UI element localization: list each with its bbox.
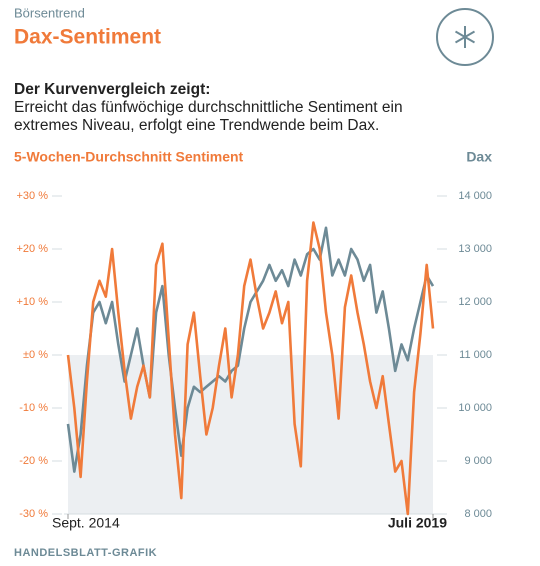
y-tick-label: +10 % [17, 296, 49, 308]
y-tick-label: +20 % [17, 243, 49, 255]
y2-tick-label: 9 000 [464, 455, 492, 467]
x-tick-label: Sept. 2014 [52, 515, 120, 531]
y-tick-label: ±0 % [23, 349, 48, 361]
series-line [66, 226, 435, 473]
description-line: extremes Niveau, erfolgt eine Trendwende… [14, 117, 379, 134]
kicker: Börsentrend [14, 5, 85, 20]
y2-tick-label: 14 000 [458, 190, 492, 202]
y-tick-label: +30 % [17, 190, 49, 202]
y2-tick-label: 11 000 [459, 349, 492, 361]
legend-entry: 5-Wochen-Durchschnitt Sentiment [14, 149, 244, 165]
y-tick-label: -30 % [19, 508, 48, 520]
description-line: Erreicht das fünfwöchige durchschnittlic… [14, 99, 403, 116]
legend-entry: Dax [466, 149, 492, 165]
x-tick-label: Juli 2019 [388, 515, 447, 531]
chart-title: Dax-Sentiment [14, 26, 161, 49]
series-line [66, 221, 435, 516]
description-heading: Der Kurvenvergleich zeigt: [14, 81, 210, 98]
y2-tick-label: 10 000 [458, 402, 492, 414]
y2-tick-label: 13 000 [458, 243, 492, 255]
y-tick-label: -10 % [19, 402, 48, 414]
y-tick-label: -20 % [19, 455, 48, 467]
y2-tick-label: 8 000 [464, 508, 492, 520]
icon [436, 8, 494, 66]
source: HANDELSBLATT-GRAFIK [14, 547, 157, 559]
y2-tick-label: 12 000 [458, 296, 492, 308]
negative-zone [68, 355, 433, 514]
